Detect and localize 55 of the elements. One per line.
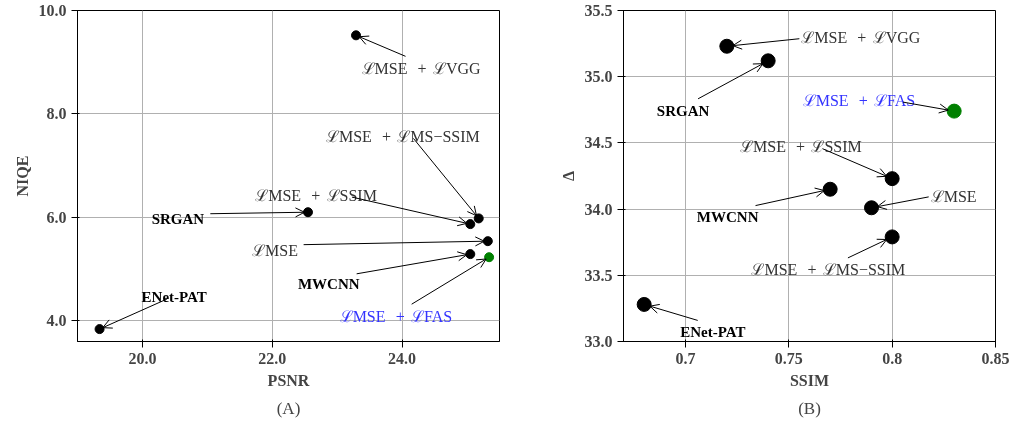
point [302, 207, 313, 218]
y-axis-title: Δ [559, 170, 577, 182]
y-axis-title: NIQE [13, 155, 31, 197]
annotation: ℒMSE + ℒFAS [339, 307, 453, 325]
annotation: ℒMSE + ℒMS−SSIM [751, 261, 906, 279]
y-tick-label: 10.0 [38, 2, 67, 19]
annotation: ℒMSE + ℒSSIM [255, 186, 377, 204]
annotation: ℒMSE + ℒVGG [801, 28, 921, 46]
text: (A) [276, 398, 301, 418]
y-tick-label: 35.5 [584, 2, 613, 19]
y-tick-label: 33.5 [584, 266, 613, 284]
point [465, 219, 476, 230]
y-tick-label: 4.0 [46, 312, 67, 330]
x-tick-label: 22.0 [258, 349, 287, 367]
annotation: ℒMSE [930, 188, 977, 206]
point [484, 252, 495, 263]
x-tick-label: 24.0 [388, 349, 417, 367]
y-tick-label: 33.0 [584, 333, 613, 350]
y-tick-label: 34.5 [584, 134, 613, 152]
x-axis-title: SSIM [789, 371, 830, 389]
point [760, 53, 776, 69]
point [884, 171, 900, 187]
annotation: ℒMSE [252, 241, 298, 259]
point [351, 30, 362, 41]
y-tick-label: 35.0 [584, 68, 613, 86]
annotation: MWCNN [297, 276, 360, 293]
point [864, 200, 879, 216]
annotation: ENet-PAT [141, 289, 207, 306]
point [636, 296, 652, 312]
x-tick-label: 0.85 [981, 349, 1010, 367]
y-tick-label: 8.0 [46, 105, 67, 123]
x-axis-title: PSNR [267, 371, 310, 389]
text: (B) [798, 398, 821, 418]
annotation: ℒMSE + ℒFAS [802, 91, 916, 109]
point [94, 324, 105, 335]
annotation: ENet-PAT [680, 324, 746, 341]
annotation: ℒMSE + ℒVGG [361, 59, 482, 77]
x-tick-label: 0.7 [675, 349, 696, 367]
annotation: ℒMSE + ℒMS−SSIM [325, 127, 480, 145]
point [946, 103, 962, 119]
annotation: ℒMSE + ℒSSIM [740, 138, 862, 156]
x-tick-label: 20.0 [128, 349, 157, 367]
annotation: SRGAN [656, 102, 710, 119]
point [482, 236, 493, 247]
point [719, 38, 735, 54]
y-tick-label: 6.0 [46, 208, 67, 226]
annotation: MWCNN [696, 209, 759, 226]
x-tick-label: 0.8 [882, 349, 903, 367]
point [884, 229, 900, 245]
annotation: SRGAN [151, 211, 205, 228]
x-tick-label: 0.75 [774, 349, 803, 367]
point [465, 249, 476, 260]
y-tick-label: 34.0 [584, 200, 613, 218]
point [473, 213, 484, 224]
point [822, 181, 838, 197]
